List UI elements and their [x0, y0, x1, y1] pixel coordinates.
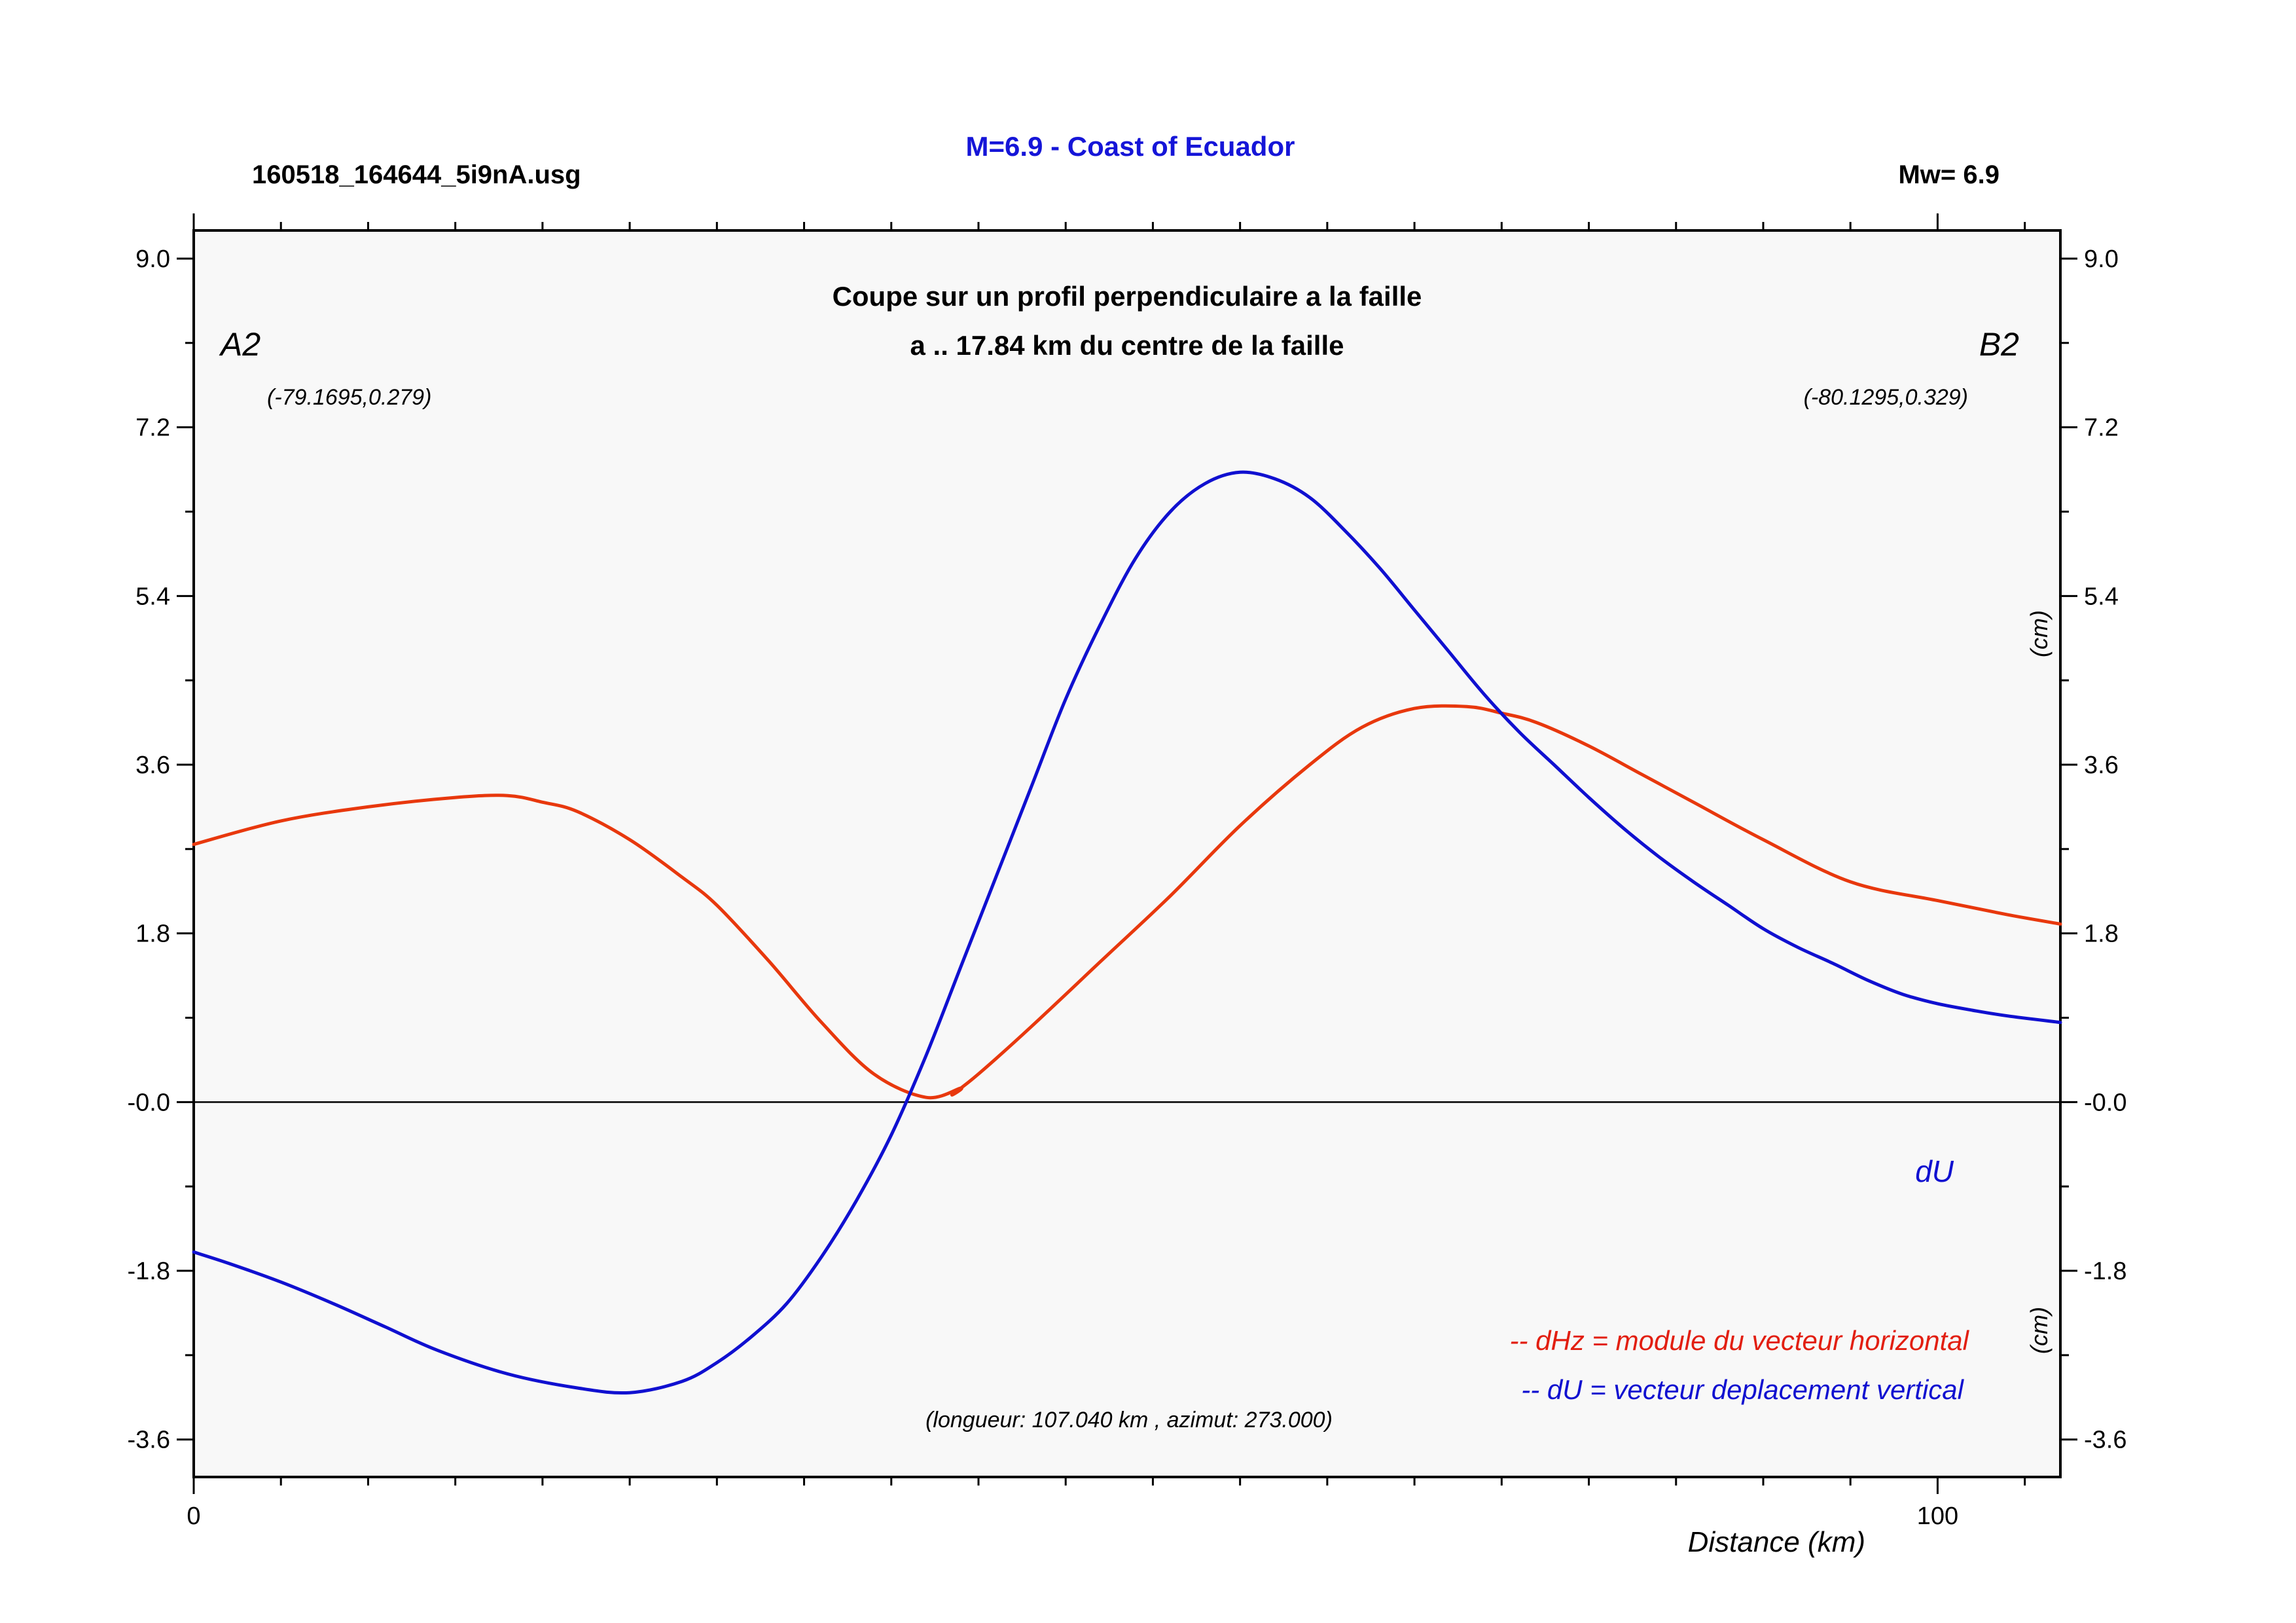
y-tick-label-right: 1.8 — [2084, 921, 2119, 948]
y-tick-label-left: -3.6 — [128, 1427, 170, 1454]
y-tick-label-left: 7.2 — [135, 414, 170, 442]
unit-label-lower: (cm) — [2026, 1307, 2053, 1354]
x-tick-label: 0 — [187, 1503, 200, 1530]
end-point-label: B2 — [1979, 326, 2019, 363]
unit-label-upper: (cm) — [2026, 610, 2053, 657]
legend-du: -- dU = vecteur deplacement vertical — [1521, 1374, 1964, 1405]
y-tick-label-left: 3.6 — [135, 752, 170, 779]
legend-dhz: -- dHz = module du vecteur horizontal — [1509, 1325, 1969, 1356]
series-line-dhz — [192, 704, 2062, 1100]
x-axis-title: Distance (km) — [1688, 1526, 1865, 1558]
y-axis-labels-right: 9.0 7.2 5.4 3.6 1.8 -0.0 -1.8 -3.6 — [2084, 246, 2126, 1454]
profile-subtitle-line2: a .. 17.84 km du centre de la faille — [910, 330, 1344, 361]
y-tick-label-right: 3.6 — [2084, 752, 2119, 779]
start-point-coords: (-79.1695,0.279) — [267, 385, 431, 410]
series-lines — [192, 470, 2062, 1395]
y-tick-label-left: 5.4 — [135, 583, 170, 610]
y-tick-label-right: -3.6 — [2084, 1427, 2126, 1454]
x-axis-labels: 0 100 — [187, 1503, 1958, 1530]
y-tick-label-right: 7.2 — [2084, 414, 2119, 442]
du-series-tag: dU — [1915, 1154, 1954, 1188]
chart-title: M=6.9 - Coast of Ecuador — [966, 131, 1295, 162]
y-tick-label-left: 1.8 — [135, 921, 170, 948]
plot-area — [192, 229, 2062, 1478]
y-tick-label-right: -0.0 — [2084, 1089, 2126, 1116]
magnitude-label: Mw= 6.9 — [1898, 160, 2000, 189]
x-tick-label: 100 — [1917, 1503, 1958, 1530]
start-point-label: A2 — [219, 326, 260, 363]
series-line-du — [192, 470, 2062, 1395]
end-point-coords: (-80.1295,0.329) — [1804, 385, 1968, 410]
profile-subtitle-line1: Coupe sur un profil perpendiculaire a la… — [833, 281, 1422, 312]
y-tick-label-right: 5.4 — [2084, 583, 2119, 610]
y-tick-label-left: -1.8 — [128, 1258, 170, 1285]
y-tick-label-left: 9.0 — [135, 246, 170, 273]
y-tick-label-right: 9.0 — [2084, 246, 2119, 273]
profile-info: (longueur: 107.040 km , azimut: 273.000) — [925, 1408, 1333, 1432]
y-tick-label-right: -1.8 — [2084, 1258, 2126, 1285]
y-tick-label-left: -0.0 — [128, 1089, 170, 1116]
file-name: 160518_164644_5i9nA.usg — [252, 160, 581, 189]
axis-ticks — [177, 213, 2077, 1494]
y-axis-labels-left: 9.0 7.2 5.4 3.6 1.8 -0.0 -1.8 -3.6 — [128, 246, 170, 1454]
